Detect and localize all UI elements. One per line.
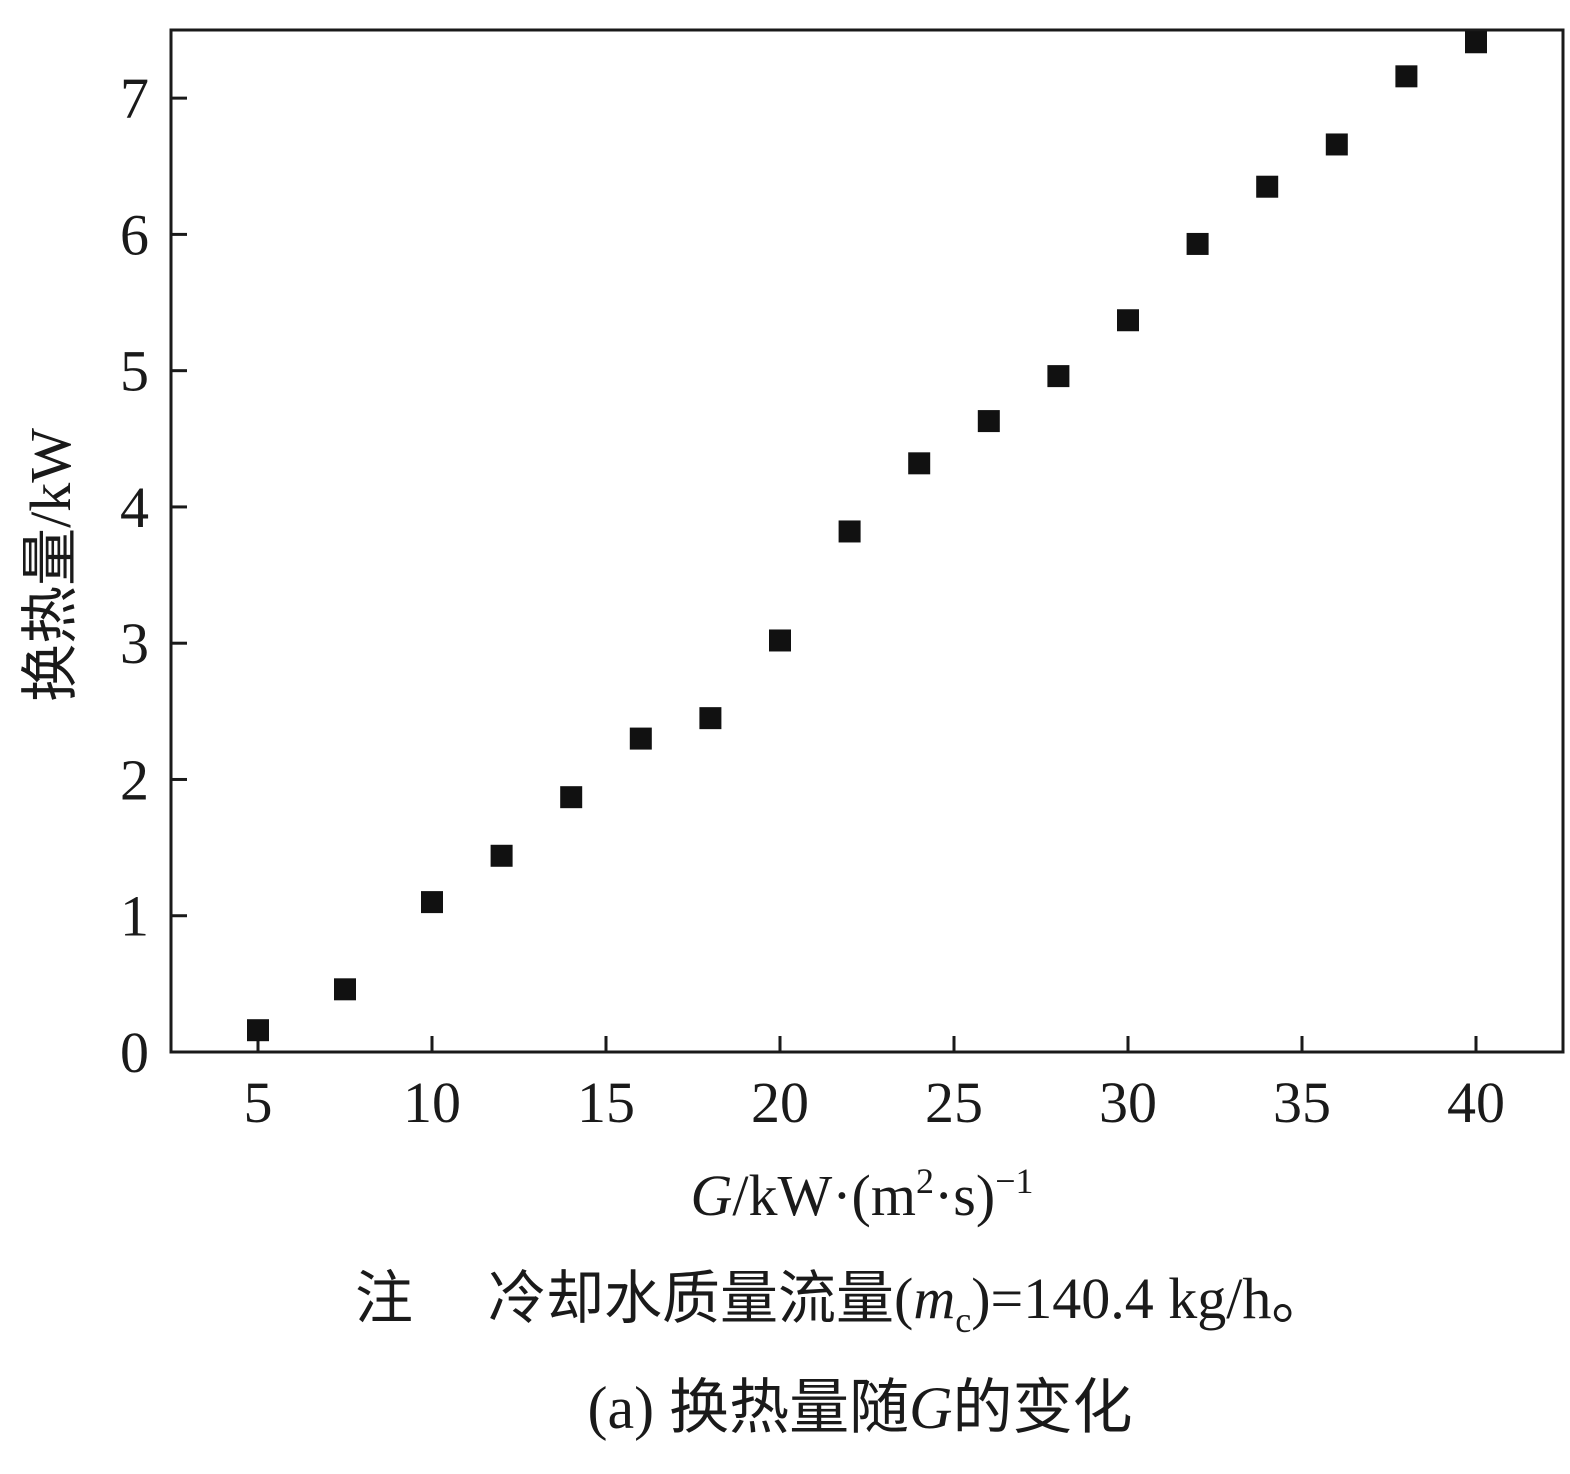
data-point <box>1325 133 1348 156</box>
data-point <box>560 786 583 809</box>
y-tick-label: 4 <box>120 475 149 540</box>
x-tick-label: 30 <box>1099 1070 1157 1135</box>
x-tick-label: 10 <box>403 1070 461 1135</box>
y-tick-label: 7 <box>120 66 149 131</box>
x-axis-title: G/kW·(m2·s)−1 <box>690 1161 1033 1228</box>
data-point <box>908 452 931 475</box>
y-tick-label: 5 <box>120 339 149 404</box>
note-text: 冷却水质量流量(mc)=140.4 kg/h。 <box>488 1266 1329 1340</box>
data-point <box>1186 232 1209 255</box>
data-point <box>490 844 513 867</box>
data-point <box>699 707 722 730</box>
data-point <box>838 520 861 543</box>
y-axis-title: 换热量/kW <box>18 428 83 702</box>
data-point <box>629 727 652 750</box>
data-points <box>247 31 1487 1042</box>
data-point <box>1256 175 1279 198</box>
data-point <box>1465 31 1487 54</box>
plot-frame <box>169 28 1565 1054</box>
x-tick-label: 5 <box>244 1070 273 1135</box>
x-tick-label: 15 <box>577 1070 635 1135</box>
data-point <box>769 629 791 652</box>
note-label: 注 <box>355 1266 413 1331</box>
y-tick-label: 3 <box>120 611 149 676</box>
x-tick-label: 40 <box>1447 1070 1505 1135</box>
y-tick-label: 2 <box>120 747 149 812</box>
y-tick-label: 0 <box>120 1020 149 1085</box>
x-tick-label: 35 <box>1273 1070 1331 1135</box>
data-point <box>421 891 443 914</box>
axis-ticks <box>171 96 1478 1054</box>
x-tick-label: 25 <box>925 1070 983 1135</box>
y-tick-label: 1 <box>120 884 149 949</box>
figure-caption: (a) 换热量随G的变化 <box>588 1375 1133 1441</box>
data-point <box>1047 365 1070 388</box>
data-point <box>334 978 356 1001</box>
axis-tick-labels: 5 10 15 20 25 30 35 40 0 1 2 3 4 5 6 7 <box>120 66 1505 1135</box>
data-point <box>247 1019 269 1042</box>
data-point <box>977 410 1000 433</box>
y-tick-label: 6 <box>120 202 149 267</box>
x-tick-label: 20 <box>751 1070 809 1135</box>
data-point <box>1117 309 1139 332</box>
data-point <box>1395 65 1418 88</box>
